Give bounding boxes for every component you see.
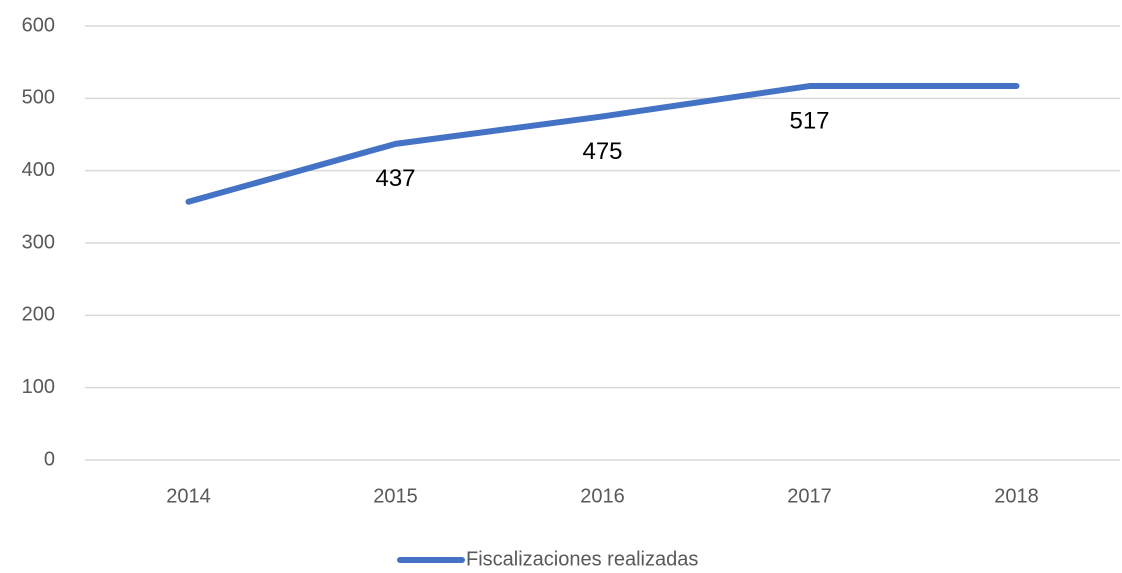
data-label: 475: [582, 138, 622, 165]
data-label: 437: [375, 165, 415, 192]
x-tick-label: 2017: [787, 485, 832, 507]
data-label: 517: [789, 107, 829, 134]
x-tick-label: 2016: [580, 485, 625, 507]
x-tick-label: 2014: [166, 485, 211, 507]
line-series: [185, 83, 1020, 205]
x-tick-label: 2015: [373, 485, 418, 507]
y-tick-label: 100: [22, 376, 55, 398]
legend-label: Fiscalizaciones realizadas: [466, 548, 698, 570]
y-tick-label: 600: [22, 14, 55, 36]
y-tick-label: 200: [22, 304, 55, 326]
y-tick-label: 500: [22, 87, 55, 109]
y-tick-label: 0: [44, 448, 55, 470]
y-tick-label: 300: [22, 231, 55, 253]
x-tick-label: 2018: [994, 485, 1039, 507]
y-tick-label: 400: [22, 159, 55, 181]
